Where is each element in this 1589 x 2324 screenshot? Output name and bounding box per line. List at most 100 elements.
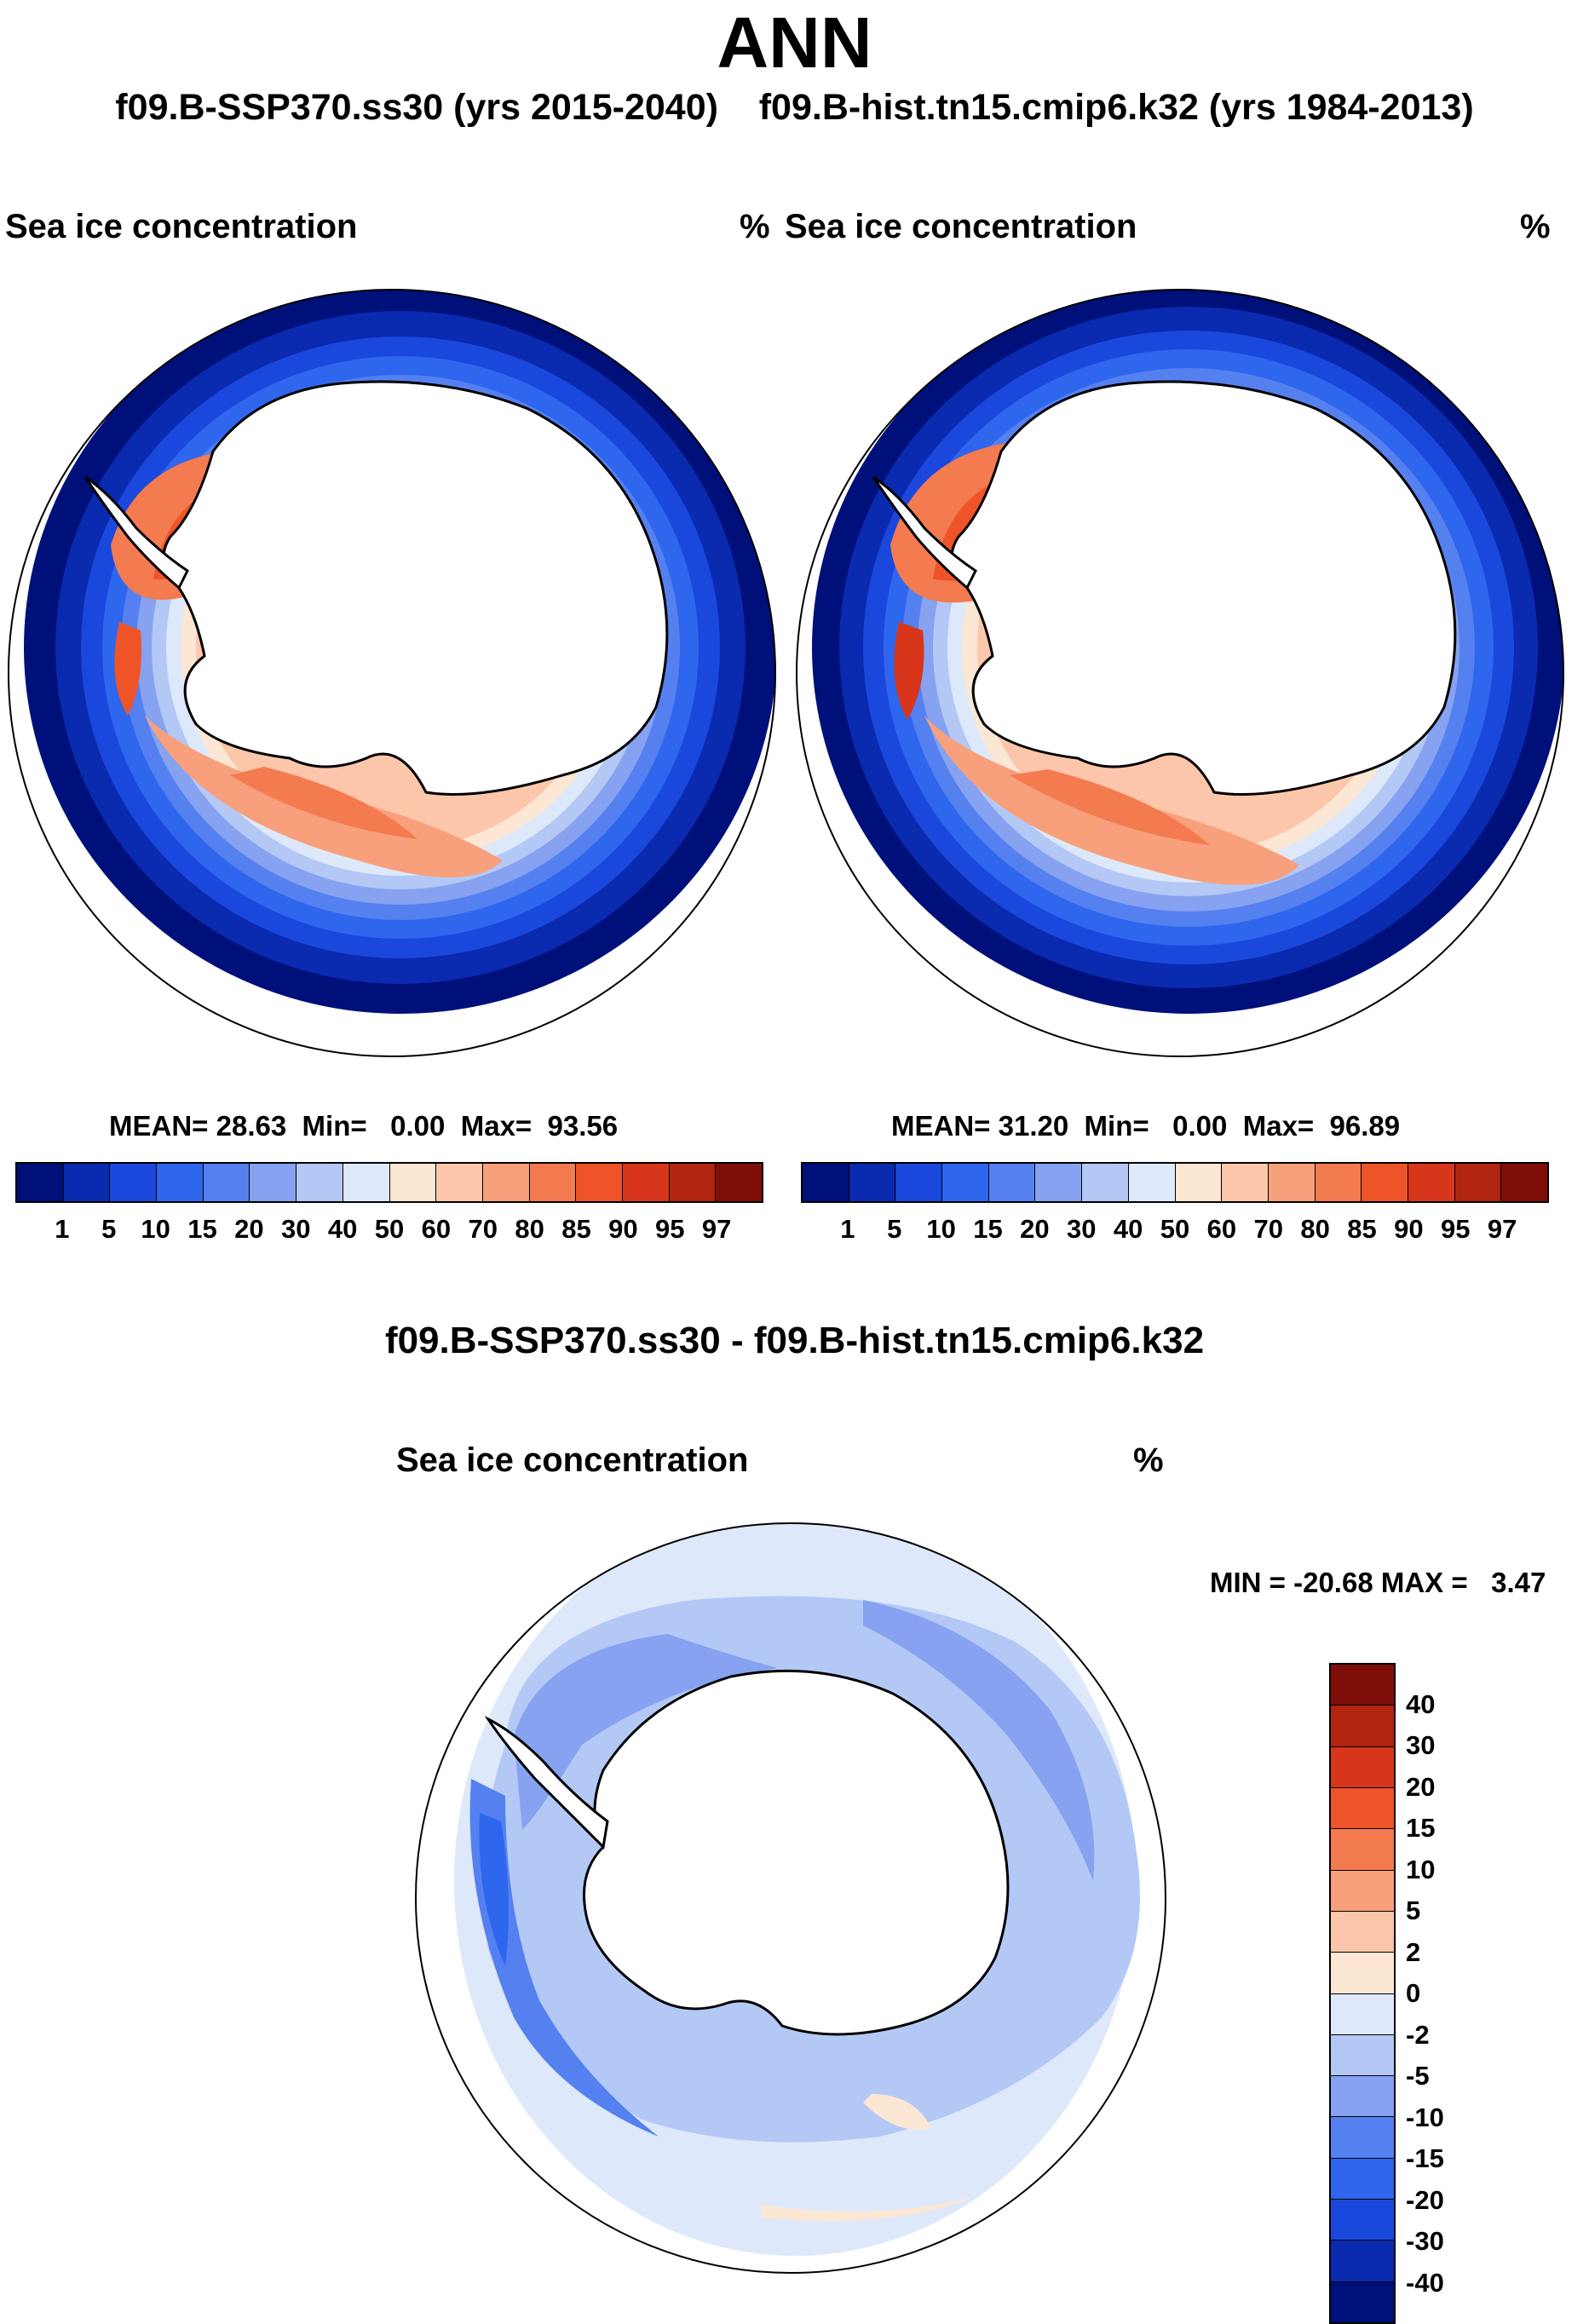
colorbar-swatch (669, 1164, 717, 1201)
right-max-label: Max= (1242, 1110, 1315, 1142)
right-min-label: Min= (1084, 1110, 1149, 1142)
colorbar-swatch (17, 1164, 64, 1201)
colorbar-swatch (1331, 2241, 1394, 2282)
colorbar-swatch (988, 1164, 1036, 1201)
difference-title: f09.B-SSP370.ss30 - f09.B-hist.tn15.cmip… (384, 1320, 1205, 1361)
left-variable-label: Sea ice concentration (5, 208, 358, 245)
colorbar-swatch (1268, 1164, 1316, 1201)
colorbar-swatch (343, 1164, 390, 1201)
colorbar-swatch (157, 1164, 204, 1201)
colorbar-swatch (1315, 1164, 1362, 1201)
colorbar-swatch (1331, 1953, 1394, 1994)
colorbar-swatch (1082, 1164, 1129, 1201)
colorbar-swatch (1331, 2034, 1394, 2077)
colorbar-tick-label: 10 (1406, 1854, 1436, 1884)
colorbar-swatch (1331, 1787, 1394, 1830)
colorbar-tick-label: -5 (1406, 2061, 1430, 2091)
colorbar-swatch (1331, 1746, 1394, 1788)
colorbar-tick-label: 40 (327, 1214, 358, 1244)
colorbar-tick-label: 90 (608, 1214, 638, 1244)
colorbar-tick-label: 5 (887, 1214, 902, 1244)
colorbar-tick-label: 50 (1160, 1214, 1190, 1244)
colorbar-tick-label: 50 (374, 1214, 405, 1244)
difference-colorbar (1329, 1663, 1396, 2324)
colorbar-swatch (1454, 1164, 1502, 1201)
diff-min-label: MIN = (1210, 1567, 1286, 1598)
left-units-label: % (740, 208, 770, 245)
colorbar-tick-label: 40 (1113, 1214, 1143, 1244)
colorbar-swatch (436, 1164, 483, 1201)
colorbar-swatch (250, 1164, 297, 1201)
colorbar-swatch (622, 1164, 670, 1201)
colorbar-tick-label: 85 (561, 1214, 591, 1244)
left-max-value: 93.56 (547, 1110, 619, 1142)
colorbar-swatch (529, 1164, 577, 1201)
antarctica-landmass (162, 380, 669, 796)
colorbar-tick-label: 60 (1206, 1214, 1237, 1244)
colorbar-swatch (1331, 1870, 1394, 1912)
left-min-label: Min= (302, 1110, 367, 1142)
colorbar-swatch (1331, 1993, 1394, 2035)
colorbar-swatch (1035, 1164, 1083, 1201)
right-mean-value: 31.20 (998, 1110, 1069, 1142)
colorbar-tick-label: 20 (234, 1214, 264, 1244)
difference-polar-map (415, 1522, 1166, 2274)
colorbar-swatch (110, 1164, 158, 1201)
map-boundary-circle (796, 289, 1564, 1057)
colorbar-tick-label: 10 (926, 1214, 956, 1244)
colorbar-swatch (296, 1164, 343, 1201)
colorbar-tick-label: 2 (1406, 1936, 1421, 1967)
right-polar-map (796, 289, 1564, 1057)
colorbar-swatch (1331, 1706, 1394, 1747)
colorbar-swatch (942, 1164, 989, 1201)
colorbar-tick-label: 20 (1406, 1771, 1436, 1802)
case-subtitles: f09.B-SSP370.ss30 (yrs 2015-2040) f09.B-… (0, 85, 1589, 129)
colorbar-tick-label: 95 (1441, 1214, 1471, 1244)
colorbar-tick-label: 5 (1406, 1895, 1421, 1925)
colorbar-swatch (389, 1164, 437, 1201)
colorbar-tick-label: -30 (1406, 2226, 1444, 2256)
left-mean-label: MEAN= (109, 1110, 209, 1142)
colorbar-swatch (1331, 1911, 1394, 1953)
colorbar-tick-label: 15 (187, 1214, 217, 1244)
colorbar-swatch (203, 1164, 250, 1201)
antarctic-peninsula (83, 475, 189, 590)
left-mean-value: 28.63 (216, 1110, 287, 1142)
colorbar-tick-label: 0 (1406, 1978, 1421, 2008)
colorbar-tick-label: 40 (1406, 1688, 1436, 1719)
colorbar-swatch (803, 1164, 849, 1201)
colorbar-swatch (1331, 1665, 1394, 1706)
colorbar-tick-label: 85 (1347, 1214, 1377, 1244)
subtitle-test-case: f09.B-SSP370.ss30 (yrs 2015-2040) (115, 87, 718, 128)
colorbar-swatch (1501, 1164, 1547, 1201)
colorbar-tick-label: 90 (1394, 1214, 1424, 1244)
antarctic-peninsula (484, 1716, 609, 1850)
colorbar-tick-label: 10 (141, 1214, 170, 1244)
map-boundary-circle (8, 289, 776, 1057)
colorbar-tick-label: -40 (1406, 2267, 1444, 2298)
colorbar-tick-label: 60 (421, 1214, 452, 1244)
right-colorbar (801, 1162, 1549, 1203)
colorbar-tick-label: -20 (1406, 2184, 1444, 2215)
diff-max-label: MAX = (1380, 1567, 1468, 1598)
antarctica-landmass (583, 1669, 1010, 2036)
colorbar-tick-label: 1 (840, 1214, 855, 1244)
colorbar-swatch (1128, 1164, 1176, 1201)
left-stats: MEAN= 28.63 Min= 0.00 Max= 93.56 (109, 1109, 618, 1143)
colorbar-tick-label: -10 (1406, 2102, 1444, 2132)
right-mean-label: MEAN= (891, 1110, 991, 1142)
colorbar-swatch (1331, 2076, 1394, 2118)
colorbar-swatch (1362, 1164, 1408, 1201)
diff-variable-label: Sea ice concentration (396, 1441, 749, 1479)
colorbar-swatch (576, 1164, 623, 1201)
left-max-label: Max= (460, 1110, 533, 1142)
colorbar-tick-label: 20 (1020, 1214, 1050, 1244)
left-colorbar (15, 1162, 763, 1203)
colorbar-swatch (1331, 2117, 1394, 2159)
right-variable-label: Sea ice concentration (785, 208, 1137, 245)
colorbar-swatch (1331, 2200, 1394, 2241)
right-max-value: 96.89 (1329, 1110, 1401, 1142)
colorbar-tick-label: 15 (973, 1214, 1003, 1244)
colorbar-tick-label: -15 (1406, 2143, 1444, 2173)
map-boundary-circle (415, 1522, 1166, 2274)
